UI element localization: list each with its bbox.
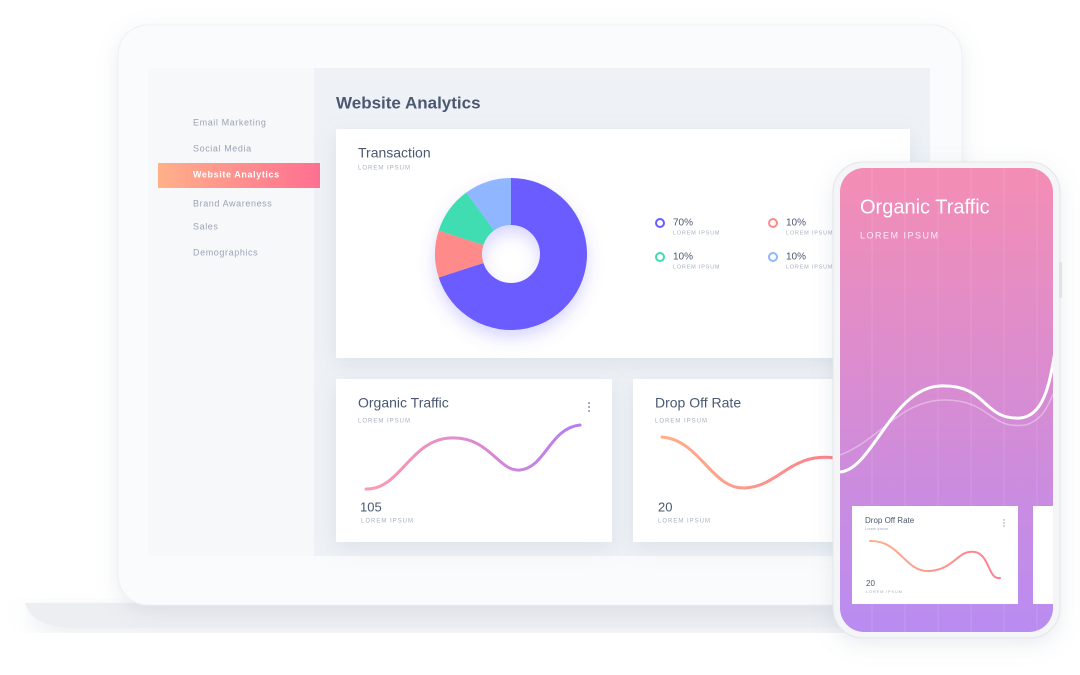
card-title: Drop Off Rate [655,395,741,411]
donut [434,178,587,331]
legend-caption: LOREM IPSUM [673,264,720,270]
laptop-base [25,603,1010,628]
trend-line [869,539,1001,579]
active-highlight [158,163,320,188]
donut-segment [466,178,511,231]
card-caption: LOREM IPSUM [866,589,903,594]
card-value: 20 [658,499,672,514]
trend-line [840,351,1053,474]
legend-marker [655,252,665,262]
trend-line [364,423,582,491]
legend-marker [768,252,778,262]
menu-icon[interactable] [1003,519,1005,527]
menu-item[interactable]: Email Marketing [193,117,267,127]
phone-card [852,506,1018,604]
menu-item[interactable]: Demographics [193,247,258,257]
card-value: 105 [360,499,382,514]
menu-icon[interactable] [588,402,590,412]
page-title: Website Analytics [336,93,481,112]
transaction-card [336,129,910,358]
phone-title: Organic Traffic [860,196,990,218]
card-caption: LOREM IPSUM [361,519,414,525]
legend-value: 10% [786,252,806,263]
organic-card [336,379,612,542]
phone-button [1059,262,1062,298]
card-title: Transaction [358,145,431,161]
legend-caption: LOREM IPSUM [786,230,833,236]
legend-value: 10% [673,252,693,263]
trend-line [660,435,837,490]
card-title: Organic Traffic [358,395,449,411]
card-subtitle: Lorem ipsum [865,526,889,531]
card-title: Drop Off Rate [865,516,915,525]
legend-caption: LOREM IPSUM [673,230,720,236]
card-subtitle: LOREM IPSUM [358,419,411,425]
donut-segment [438,192,494,246]
card-value: 20 [866,579,875,588]
card-subtitle: LOREM IPSUM [655,419,708,425]
donut-segment [438,178,587,331]
menu-item[interactable]: Brand Awareness [193,198,272,208]
menu-item[interactable]: Sales [193,221,219,231]
phone-card-partial [1033,506,1053,604]
legend-marker [768,218,778,228]
menu-item[interactable]: Website Analytics [193,169,280,179]
legend-marker [655,218,665,228]
legend-value: 10% [786,218,806,229]
phone-subtitle: LOREM IPSUM [860,230,940,240]
menu-item[interactable]: Social Media [193,143,252,153]
phone-screen: Organic Traffic LOREM IPSUM Drop Off Rat… [840,168,1053,632]
legend-caption: LOREM IPSUM [786,264,833,270]
sidebar: Email Marketing Social Media Website Analy… [158,117,320,257]
card-subtitle: LOREM IPSUM [358,166,411,172]
legend-value: 70% [673,218,693,229]
donut-segment [434,230,484,278]
card-caption: LOREM IPSUM [658,519,711,525]
